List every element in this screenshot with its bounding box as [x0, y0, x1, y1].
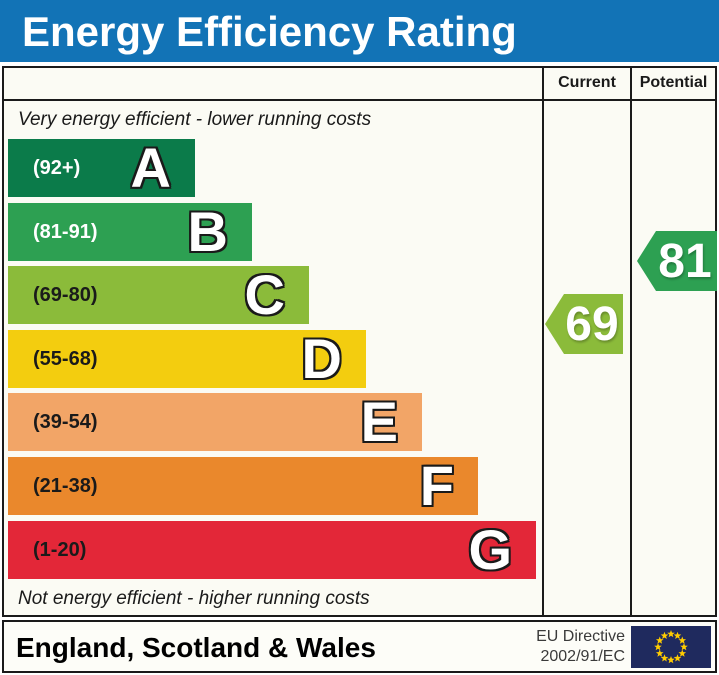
band-d-range: (55-68) — [33, 347, 98, 370]
band-b: (81-91) B — [8, 203, 252, 261]
band-f-range: (21-38) — [33, 474, 98, 497]
column-header-potential: Potential — [639, 74, 708, 91]
eu-directive-line2: 2002/91/EC — [540, 648, 625, 665]
band-e-range: (39-54) — [33, 410, 98, 433]
potential-rating-arrow: 81 — [637, 231, 717, 291]
band-d: (55-68) D — [8, 330, 366, 388]
current-rating-arrow: 69 — [545, 294, 623, 354]
band-d-letter: D — [301, 327, 342, 390]
column-divider-potential — [630, 66, 632, 617]
band-g: (1-20) G — [8, 521, 536, 579]
footer-region-label: England, Scotland & Wales — [16, 632, 376, 663]
eu-flag-icon — [631, 626, 711, 668]
band-b-range: (81-91) — [33, 220, 98, 243]
page-title: Energy Efficiency Rating — [22, 8, 517, 55]
band-b-letter: B — [187, 200, 228, 263]
eu-directive-text: EU Directive 2002/91/EC — [536, 627, 625, 667]
band-e: (39-54) E — [8, 393, 422, 451]
band-a-range: (92+) — [33, 156, 81, 179]
header-divider-line — [2, 99, 717, 101]
column-header-current: Current — [558, 74, 616, 91]
caption-bottom: Not energy efficient - higher running co… — [18, 588, 370, 609]
potential-rating-value: 81 — [658, 234, 712, 288]
band-a-letter: A — [130, 136, 171, 199]
footer: England, Scotland & Wales EU Directive 2… — [2, 620, 717, 673]
band-f-letter: F — [419, 454, 454, 517]
band-c-range: (69-80) — [33, 283, 98, 306]
title-bar: Energy Efficiency Rating — [0, 0, 719, 62]
band-g-letter: G — [468, 518, 512, 581]
band-c-letter: C — [244, 263, 285, 326]
eu-directive-line1: EU Directive — [536, 628, 625, 645]
current-rating-value: 69 — [565, 297, 619, 351]
band-e-letter: E — [360, 390, 398, 453]
band-c: (69-80) C — [8, 266, 309, 324]
caption-top: Very energy efficient - lower running co… — [18, 109, 372, 130]
band-a: (92+) A — [8, 139, 195, 197]
band-g-range: (1-20) — [33, 538, 87, 561]
band-f: (21-38) F — [8, 457, 478, 515]
column-divider-current — [542, 66, 544, 617]
